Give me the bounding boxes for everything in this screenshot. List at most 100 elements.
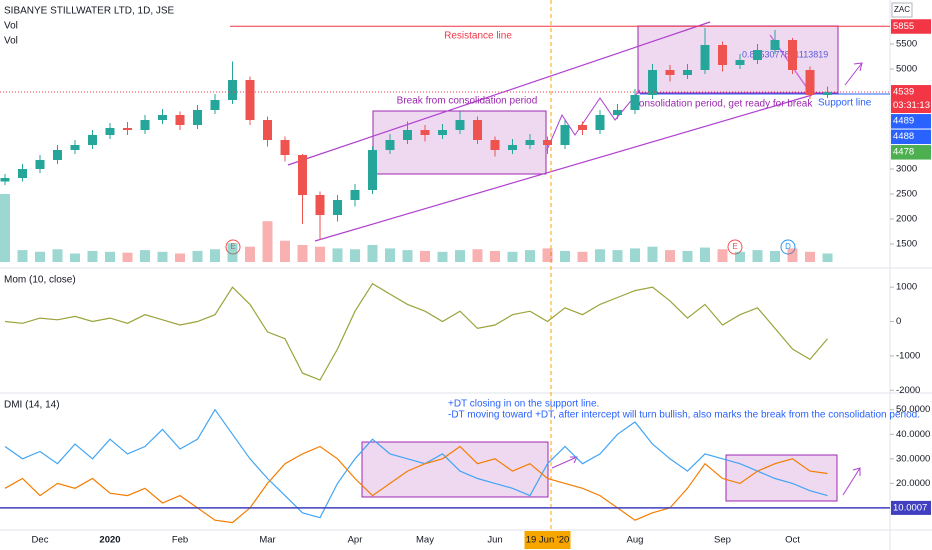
candle-body bbox=[630, 95, 640, 110]
price-tag-label: 4489 bbox=[893, 116, 914, 127]
volume-bar bbox=[280, 240, 290, 262]
currency: ZAC bbox=[894, 5, 910, 14]
y-tick-label: -1000 bbox=[896, 350, 920, 361]
y-tick-label: 2000 bbox=[896, 214, 917, 225]
event-marker[interactable] bbox=[780, 239, 796, 255]
candle-body bbox=[648, 70, 657, 95]
y-tick-label: 5000 bbox=[896, 64, 917, 75]
candle-body bbox=[455, 120, 465, 130]
candle-body bbox=[53, 150, 62, 160]
arrow-head bbox=[570, 456, 578, 464]
event-label: E bbox=[230, 242, 235, 251]
x-tick-label: Apr bbox=[348, 535, 363, 546]
level-tag bbox=[891, 500, 931, 515]
price-timer: 03:31:13 bbox=[893, 100, 930, 111]
price-tag bbox=[891, 85, 931, 114]
indicator-line bbox=[4, 282, 828, 381]
x-tick-label: Aug bbox=[627, 535, 644, 546]
candle-body bbox=[560, 125, 570, 145]
volume-bar bbox=[385, 248, 395, 262]
volume-bar bbox=[157, 251, 168, 262]
volume-bar bbox=[70, 253, 80, 262]
volume-bar bbox=[805, 251, 815, 262]
candle-body bbox=[333, 200, 342, 215]
event-marker[interactable] bbox=[727, 239, 743, 255]
volume-bar bbox=[437, 251, 448, 262]
price-tag-label: 4478 bbox=[893, 147, 914, 158]
currency-box bbox=[891, 2, 913, 18]
event-marker[interactable] bbox=[225, 239, 241, 255]
volume-bar bbox=[630, 248, 640, 262]
volume-bar bbox=[175, 253, 185, 262]
indicator-line bbox=[4, 408, 828, 519]
candle-body bbox=[595, 115, 605, 130]
annotation: Resistance line bbox=[444, 31, 512, 42]
volume-bar bbox=[17, 250, 28, 262]
candle-body bbox=[210, 100, 220, 110]
volume-bar bbox=[577, 251, 588, 262]
x-tick-label: May bbox=[416, 535, 434, 546]
volume-bar bbox=[210, 249, 220, 262]
candle-body bbox=[280, 140, 290, 155]
volume-bar bbox=[140, 250, 150, 262]
candle-body bbox=[700, 45, 710, 70]
indicator-line bbox=[4, 445, 828, 524]
arrow-head bbox=[852, 467, 861, 476]
candle-body bbox=[298, 155, 307, 195]
crosshair-label-box bbox=[524, 531, 571, 549]
volume-bar bbox=[87, 250, 98, 262]
event-label: E bbox=[732, 242, 737, 251]
x-tick-label: Mar bbox=[259, 535, 275, 546]
channel-line bbox=[287, 21, 711, 166]
x-tick-label: Feb bbox=[172, 535, 188, 546]
volume-bar bbox=[787, 248, 798, 262]
candle-body bbox=[18, 169, 27, 178]
annotation: -DT moving toward +DT, after intercept w… bbox=[448, 410, 920, 421]
arrow bbox=[551, 456, 578, 469]
volume-label: Vol bbox=[4, 36, 18, 47]
candle-body bbox=[175, 115, 185, 125]
candle-body bbox=[0, 178, 10, 182]
candle-body bbox=[35, 160, 45, 169]
chart-title: SIBANYE STILLWATER LTD, 1D, JSE bbox=[4, 6, 175, 17]
arrow-head bbox=[853, 62, 863, 72]
candle-body bbox=[788, 40, 797, 70]
candle-body bbox=[525, 140, 535, 145]
volume-label: Vol bbox=[4, 21, 18, 32]
volume-bar bbox=[315, 246, 325, 262]
candle-body bbox=[368, 150, 377, 190]
candle-body bbox=[805, 70, 815, 95]
x-tick-label: Dec bbox=[32, 535, 49, 546]
candle-body bbox=[578, 125, 587, 130]
y-tick-label: 50.0000 bbox=[896, 404, 930, 415]
volume-bar bbox=[700, 247, 710, 262]
volume-bar bbox=[612, 250, 623, 262]
annotation: +DT closing in on the support line. bbox=[448, 399, 599, 410]
price-tag-label: 5855 bbox=[893, 21, 914, 32]
y-tick-label: 5500 bbox=[896, 39, 917, 50]
price-tag bbox=[891, 19, 931, 34]
volume-bar bbox=[227, 243, 238, 262]
volume-bar bbox=[245, 246, 255, 262]
candle-body bbox=[753, 50, 762, 60]
volume-bar bbox=[822, 253, 833, 262]
volume-bar bbox=[105, 251, 115, 262]
volume-bar bbox=[402, 250, 413, 262]
channel-line bbox=[314, 94, 813, 242]
candle-body bbox=[245, 80, 255, 120]
volume-bar bbox=[472, 249, 483, 262]
volume-bar bbox=[0, 194, 10, 262]
arrow bbox=[842, 467, 861, 496]
candle-body bbox=[770, 40, 780, 50]
annotation: Consolidation period, get ready for brea… bbox=[632, 99, 814, 110]
candle-body bbox=[123, 128, 132, 130]
crosshair-label: 19 Jun '20 bbox=[526, 535, 570, 546]
volume-bar bbox=[455, 250, 465, 262]
volume-bar bbox=[595, 249, 605, 262]
volume-bar bbox=[717, 249, 728, 262]
volume-bar bbox=[665, 250, 675, 262]
consolidation-box bbox=[637, 25, 839, 94]
candle-body bbox=[70, 145, 80, 150]
x-tick-label: Jun bbox=[487, 535, 502, 546]
